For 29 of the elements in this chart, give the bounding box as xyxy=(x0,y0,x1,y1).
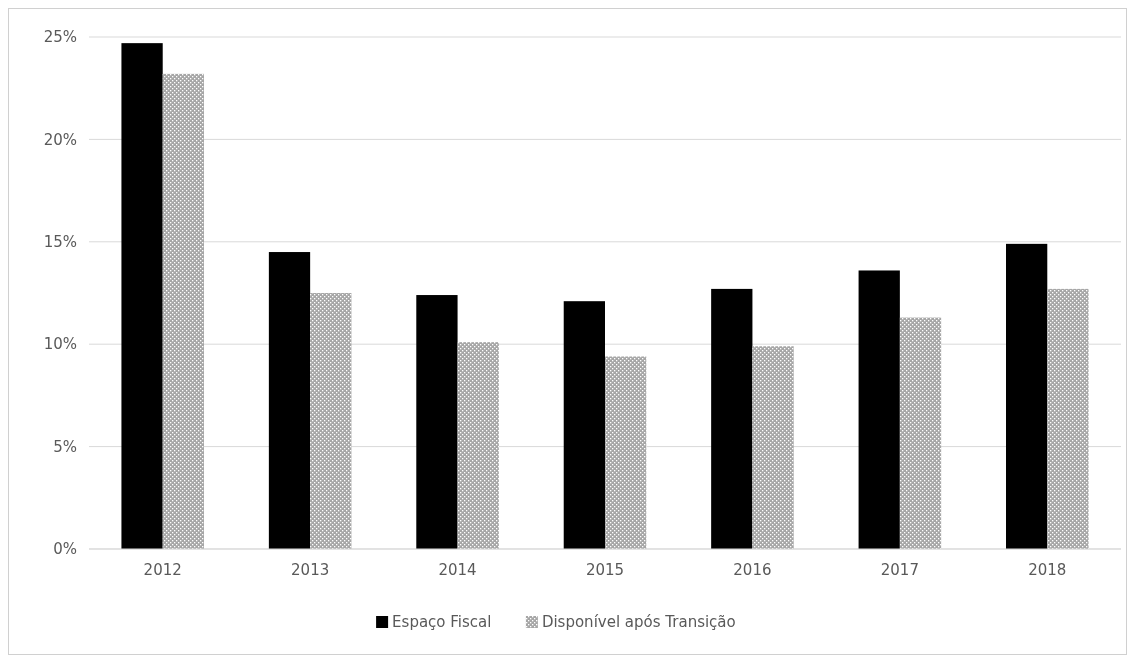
bar xyxy=(1047,288,1089,549)
bar xyxy=(858,270,900,549)
x-tick-label: 2012 xyxy=(143,561,182,579)
bar xyxy=(899,317,942,549)
bar xyxy=(605,356,647,549)
x-tick-label: 2013 xyxy=(291,561,330,579)
bar xyxy=(162,73,204,549)
x-tick-label: 2018 xyxy=(1028,561,1067,579)
bar xyxy=(457,342,499,549)
bar xyxy=(121,43,163,549)
legend-label: Espaço Fiscal xyxy=(392,613,492,632)
y-tick-label: 15% xyxy=(43,233,77,252)
bar xyxy=(310,293,352,549)
y-tick-label: 10% xyxy=(43,335,77,354)
y-tick-label: 20% xyxy=(43,130,77,149)
y-tick-label: 0% xyxy=(53,540,77,559)
bar xyxy=(268,252,311,549)
y-tick-label: 5% xyxy=(53,437,77,456)
y-tick-label: 25% xyxy=(43,28,77,47)
x-tick-label: 2016 xyxy=(733,561,772,579)
bar xyxy=(1006,243,1048,549)
bar xyxy=(711,288,753,549)
bar xyxy=(416,295,458,549)
x-tick-label: 2017 xyxy=(880,561,919,579)
bar xyxy=(563,301,605,549)
bar xyxy=(752,346,794,549)
x-tick-label: 2015 xyxy=(585,561,625,579)
x-tick-label: 2014 xyxy=(438,561,477,579)
legend-label: Disponível após Transição xyxy=(541,613,736,632)
